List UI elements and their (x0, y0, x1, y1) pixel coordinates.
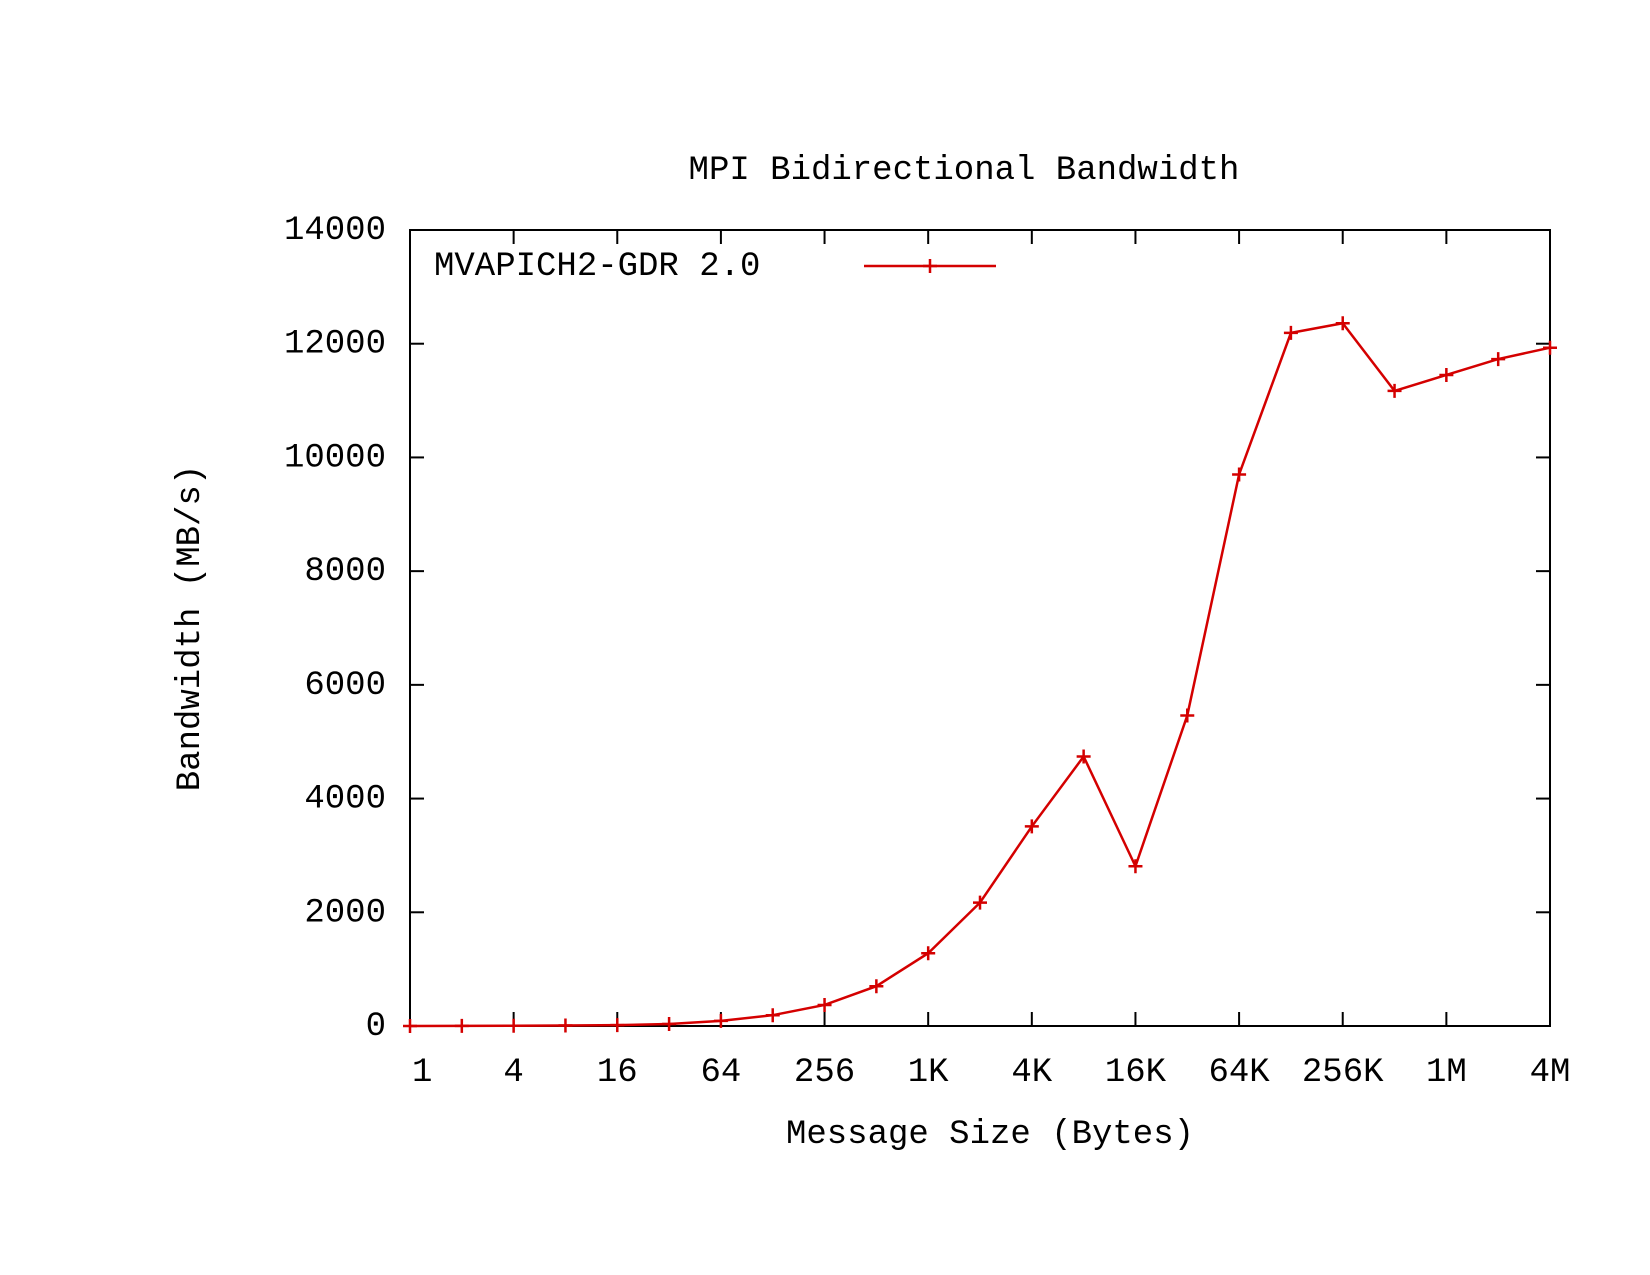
x-tick-label: 4K (1011, 1054, 1052, 1092)
point-marker (610, 1018, 625, 1033)
point-marker (869, 979, 884, 994)
x-tick-label: 256 (794, 1054, 855, 1092)
point-marker (1076, 749, 1091, 764)
point-marker (1387, 383, 1402, 398)
point-marker (558, 1018, 573, 1033)
point-marker (1024, 819, 1039, 834)
y-tick-label: 12000 (284, 326, 386, 364)
point-marker (1491, 352, 1506, 367)
point-marker (817, 997, 832, 1012)
y-tick-label: 6000 (304, 667, 386, 705)
y-tick-label: 0 (366, 1008, 386, 1046)
point-marker (765, 1008, 780, 1023)
x-tick-label: 1 (412, 1054, 432, 1092)
x-tick-label: 1M (1426, 1054, 1467, 1092)
x-tick-label: 64K (1208, 1054, 1270, 1092)
y-tick-label: 2000 (304, 894, 386, 932)
x-tick-label: 16 (597, 1054, 638, 1092)
x-tick-label: 64 (701, 1054, 742, 1092)
point-marker (1232, 467, 1247, 482)
plot-frame (409, 229, 1551, 1027)
x-tick-label: 4M (1530, 1054, 1571, 1092)
point-marker (1335, 316, 1350, 331)
point-marker (403, 1018, 417, 1033)
y-tick-label: 8000 (304, 553, 386, 591)
legend-marker (923, 259, 937, 273)
y-axis-label: Bandwidth (MB/s) (172, 465, 210, 791)
point-marker (1128, 859, 1143, 874)
point-marker (973, 895, 987, 910)
point-marker (1180, 708, 1195, 723)
point-marker (1283, 325, 1298, 340)
point-marker (454, 1018, 469, 1033)
point-marker (662, 1017, 677, 1032)
point-marker (506, 1018, 521, 1033)
x-tick-label: 16K (1105, 1054, 1167, 1092)
chart-title: MPI Bidirectional Bandwidth (689, 152, 1240, 190)
x-axis-label: Message Size (Bytes) (786, 1116, 1194, 1154)
point-marker (713, 1013, 728, 1028)
y-tick-label: 10000 (284, 439, 386, 477)
series-line (409, 321, 1551, 1028)
x-tick-label: 4 (503, 1054, 523, 1092)
y-tick-label: 14000 (284, 212, 386, 250)
point-marker (1543, 340, 1557, 355)
x-tick-label: 1K (908, 1054, 949, 1092)
y-tick-label: 4000 (304, 781, 386, 819)
legend-label: MVAPICH2-GDR 2.0 (434, 248, 760, 286)
x-tick-label: 256K (1302, 1054, 1384, 1092)
point-marker (1439, 367, 1454, 382)
point-marker (921, 946, 936, 961)
